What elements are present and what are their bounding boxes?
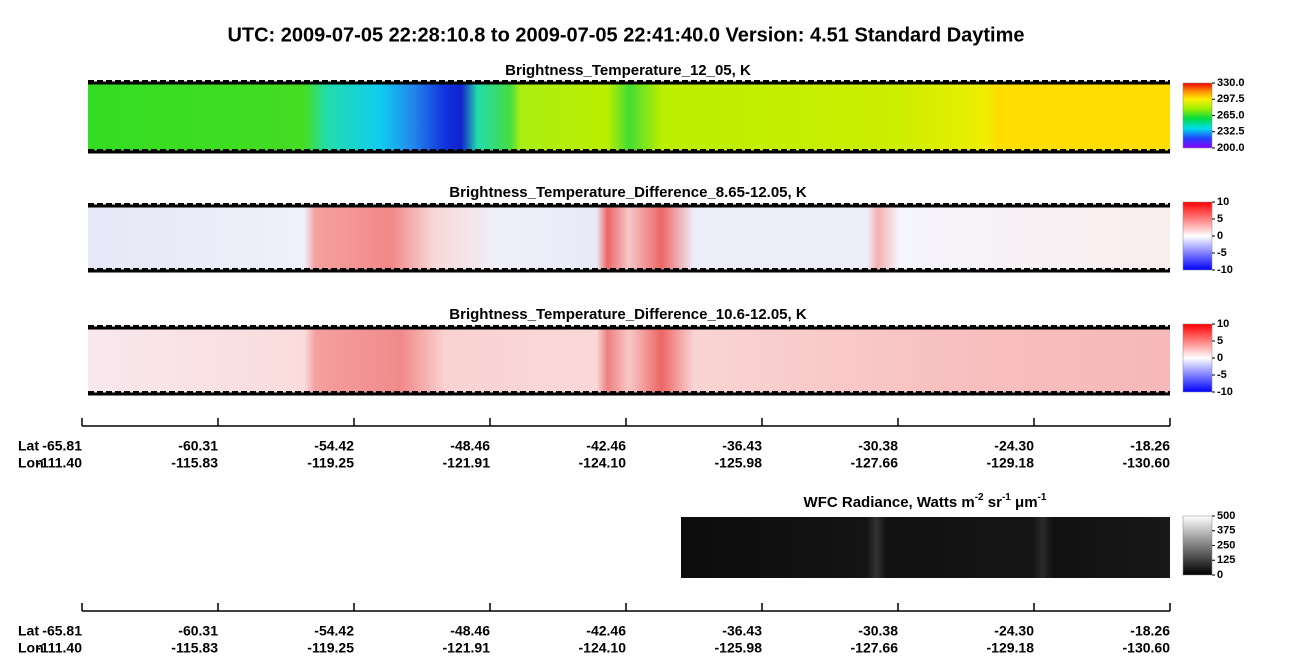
colorbar-tick-label: 125: [1217, 554, 1235, 566]
lon-label: Lon: [18, 455, 44, 471]
lat-label: Lat: [18, 438, 39, 454]
heatmap-image: [88, 328, 1170, 394]
colorbar-tick-label: 0: [1217, 569, 1223, 581]
lat-tick-label: -42.46: [586, 438, 626, 454]
colorbar-tick-label: 297.5: [1217, 93, 1245, 105]
lat-label: Lat: [18, 623, 39, 639]
lon-tick-label: -130.60: [1123, 640, 1171, 656]
colorbar-tick-label: 500: [1217, 510, 1235, 522]
lon-tick-label: -119.25: [307, 455, 354, 471]
colorbar-tick-label: 5: [1217, 335, 1223, 347]
lat-tick-label: -36.43: [722, 623, 762, 639]
lat-tick-label: -18.26: [1130, 438, 1170, 454]
panel-title: Brightness_Temperature_12_05, K: [505, 62, 751, 79]
lat-tick-label: -18.26: [1130, 623, 1170, 639]
colorbar-tick-label: -5: [1217, 369, 1227, 381]
lon-tick-label: -115.83: [171, 640, 218, 656]
lon-tick-label: -127.66: [851, 640, 899, 656]
lat-tick-label: -42.46: [586, 623, 626, 639]
lat-tick-label: -54.42: [314, 438, 354, 454]
heatmap-image: [88, 206, 1170, 271]
lat-tick-label: -48.46: [450, 438, 490, 454]
colorbar-tick-label: 232.5: [1217, 126, 1245, 138]
lon-tick-label: -124.10: [579, 455, 627, 471]
lon-tick-label: -127.66: [851, 455, 899, 471]
lon-tick-label: -130.60: [1123, 455, 1171, 471]
colorbar-tick-label: 200.0: [1217, 142, 1245, 154]
lat-tick-label: -24.30: [994, 438, 1034, 454]
lat-tick-label: -60.31: [178, 623, 218, 639]
colorbar-tick-label: 0: [1217, 230, 1223, 242]
colorbar-tick-label: 0: [1217, 352, 1223, 364]
lon-tick-label: -129.18: [987, 455, 1035, 471]
colorbar-tick-label: -5: [1217, 247, 1227, 259]
lon-tick-label: -111.40: [36, 455, 82, 471]
lon-tick-label: -119.25: [307, 640, 354, 656]
lat-tick-label: -65.81: [42, 623, 82, 639]
colorbar-tick-label: 375: [1217, 525, 1235, 537]
lon-tick-label: -125.98: [715, 455, 763, 471]
colorbar-tick-label: -10: [1217, 386, 1233, 398]
lat-tick-label: -36.43: [722, 438, 762, 454]
lat-tick-label: -30.38: [858, 438, 898, 454]
lat-tick-label: -65.81: [42, 438, 82, 454]
superscript: -1: [1038, 492, 1047, 503]
superscript: -1: [1002, 492, 1011, 503]
heatmap-image: [681, 517, 1170, 578]
colorbar: [1182, 201, 1213, 271]
colorbar-tick-label: 330.0: [1217, 77, 1245, 89]
colorbar-tick-label: 5: [1217, 213, 1223, 225]
colorbar-tick-label: 265.0: [1217, 109, 1245, 121]
title-part: WFC Radiance, Watts m: [804, 494, 975, 511]
colorbar-tick-label: -10: [1217, 264, 1233, 276]
lon-tick-label: -111.40: [36, 640, 82, 656]
lat-tick-label: -24.30: [994, 623, 1034, 639]
panel-title: WFC Radiance, Watts m-2 sr-1 μm-1: [804, 492, 1047, 511]
lat-tick-label: -30.38: [858, 623, 898, 639]
page-title: UTC: 2009-07-05 22:28:10.8 to 2009-07-05…: [227, 24, 1024, 46]
lon-label: Lon: [18, 640, 44, 656]
lon-tick-label: -121.91: [443, 640, 491, 656]
colorbar: [1182, 323, 1213, 393]
lat-tick-label: -60.31: [178, 438, 218, 454]
lat-tick-label: -54.42: [314, 623, 354, 639]
title-part: sr: [984, 494, 1003, 511]
colorbar-tick-label: 10: [1217, 196, 1229, 208]
panel-title: Brightness_Temperature_Difference_10.6-1…: [449, 306, 807, 323]
superscript: -2: [975, 492, 984, 503]
colorbar: [1182, 515, 1213, 576]
lon-tick-label: -125.98: [715, 640, 763, 656]
panel-title: Brightness_Temperature_Difference_8.65-1…: [449, 184, 807, 201]
lon-tick-label: -115.83: [171, 455, 218, 471]
lon-tick-label: -121.91: [443, 455, 491, 471]
colorbar-tick-label: 10: [1217, 318, 1229, 330]
lat-tick-label: -48.46: [450, 623, 490, 639]
heatmap-image: [88, 83, 1170, 152]
lon-tick-label: -129.18: [987, 640, 1035, 656]
colorbar: [1182, 82, 1213, 149]
lon-tick-label: -124.10: [579, 640, 627, 656]
colorbar-tick-label: 250: [1217, 539, 1235, 551]
title-part: μm: [1011, 494, 1038, 511]
